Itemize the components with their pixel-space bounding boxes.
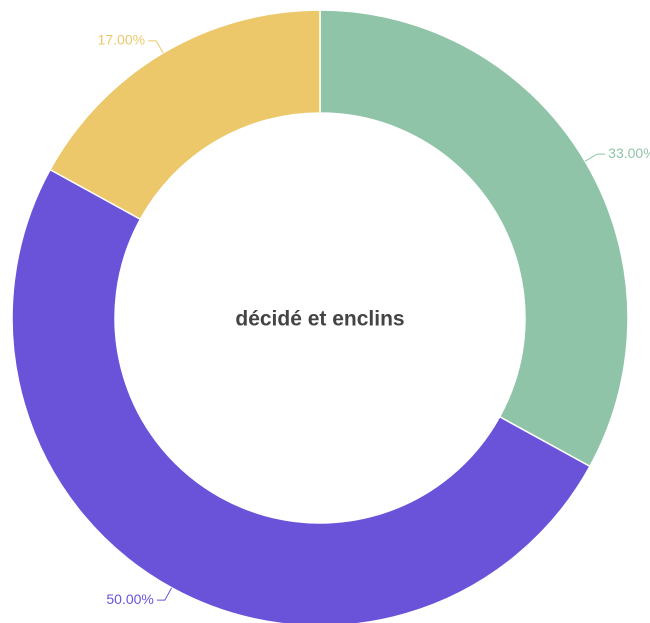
- data-label: 17.00%: [98, 32, 145, 48]
- donut-segment: [49, 9, 321, 221]
- donut-segment: [11, 168, 591, 623]
- chart-title: décidé et enclins: [235, 308, 404, 331]
- leader-line: [156, 587, 173, 601]
- data-label: 50.00%: [106, 591, 153, 607]
- data-label: 33.00%: [608, 145, 650, 161]
- leader-line: [148, 40, 164, 54]
- donut-segment: [319, 9, 629, 468]
- leader-line: [584, 153, 606, 162]
